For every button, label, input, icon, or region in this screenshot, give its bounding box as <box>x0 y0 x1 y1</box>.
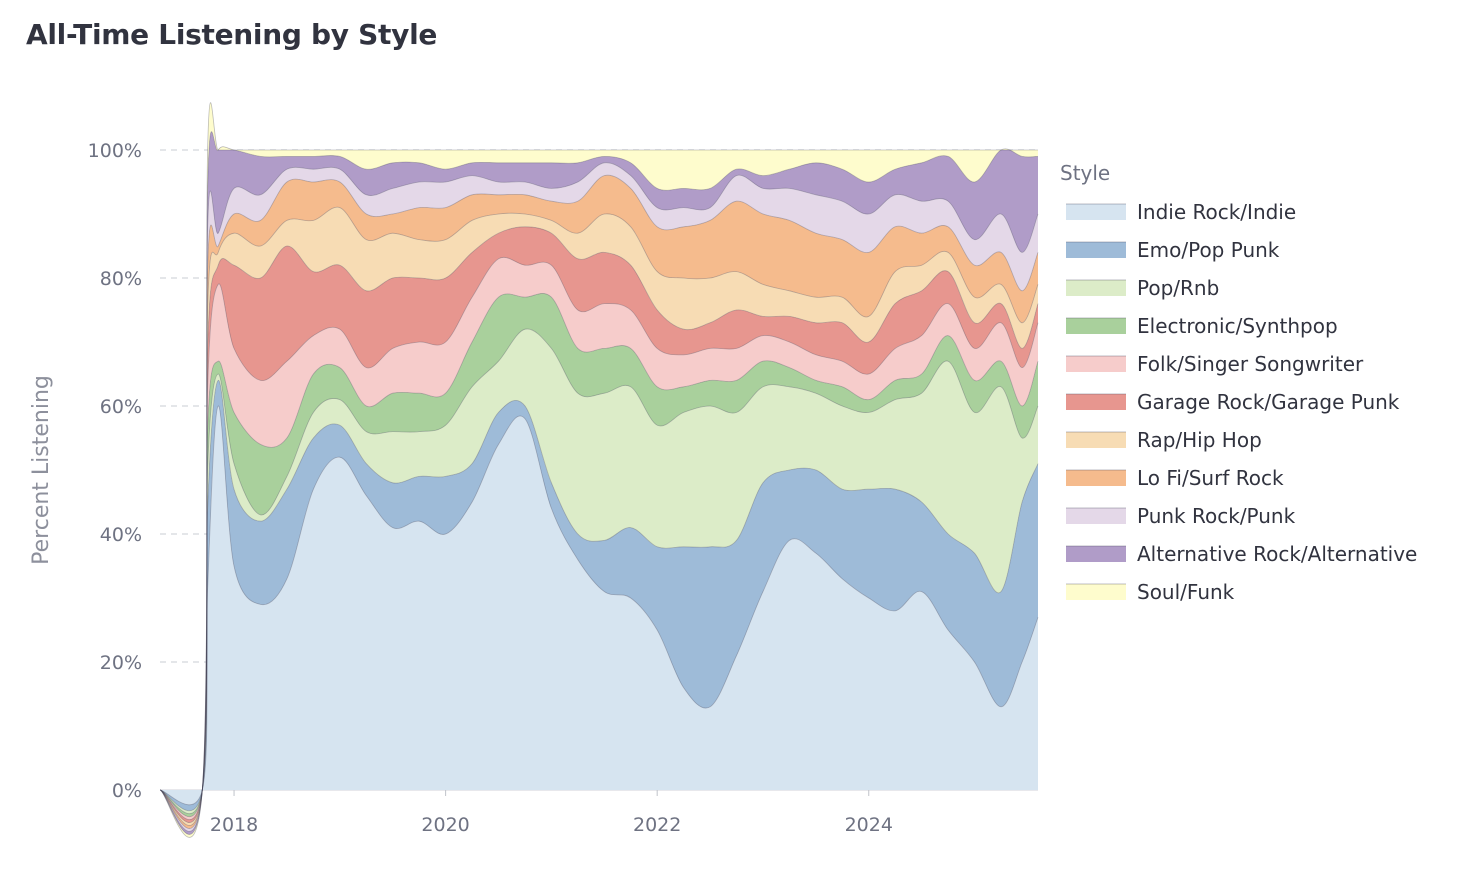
legend-title: Style <box>1060 161 1110 185</box>
legend-swatch <box>1066 318 1126 334</box>
series-line <box>159 131 1039 835</box>
x-tick-label: 2020 <box>421 814 469 836</box>
x-axis-ticks: 2018 2020 2022 2024 <box>210 790 893 836</box>
x-tick-label: 2018 <box>210 814 258 836</box>
legend-item[interactable]: Emo/Pop Punk <box>1066 238 1280 262</box>
series-line <box>159 206 1039 826</box>
legend-label: Alternative Rock/Alternative <box>1137 542 1417 566</box>
series-line <box>159 379 1039 812</box>
area-pop-rnb[interactable] <box>160 328 1038 814</box>
legend-item[interactable]: Electronic/Synthpop <box>1066 314 1338 338</box>
legend-item[interactable]: Indie Rock/Indie <box>1066 200 1296 224</box>
legend-label: Indie Rock/Indie <box>1137 200 1296 224</box>
y-tick-label: 100% <box>88 140 142 162</box>
area-folk-singer-songwriter[interactable] <box>160 257 1038 820</box>
legend-swatch <box>1066 584 1126 600</box>
legend-swatch <box>1066 280 1126 296</box>
legend-swatch <box>1066 394 1126 410</box>
area-series <box>160 102 1038 838</box>
legend-item[interactable]: Alternative Rock/Alternative <box>1066 542 1417 566</box>
series-line <box>159 293 1039 818</box>
series-line <box>159 174 1039 829</box>
y-axis-label: Percent Listening <box>29 375 54 565</box>
legend-label: Electronic/Synthpop <box>1137 314 1338 338</box>
legend-swatch <box>1066 242 1126 258</box>
legend-label: Punk Rock/Punk <box>1137 504 1296 528</box>
x-tick-label: 2024 <box>845 814 893 836</box>
area-rap-hip-hop[interactable] <box>160 207 1038 826</box>
legend-item[interactable]: Folk/Singer Songwriter <box>1066 352 1364 376</box>
area-indie-rock-indie[interactable] <box>160 405 1038 805</box>
legend-swatch <box>1066 432 1126 448</box>
y-tick-label: 20% <box>100 652 142 674</box>
y-axis-ticks: 0% 20% 40% 60% 80% 100% <box>88 140 142 802</box>
y-tick-label: 0% <box>112 780 142 802</box>
legend-label: Lo Fi/Surf Rock <box>1137 466 1284 490</box>
series-line <box>159 328 1039 814</box>
area-emo-pop-punk[interactable] <box>160 380 1038 811</box>
legend-label: Pop/Rnb <box>1137 276 1219 300</box>
legend-item[interactable]: Punk Rock/Punk <box>1066 504 1296 528</box>
legend-swatch <box>1066 470 1126 486</box>
legend-item[interactable]: Soul/Funk <box>1066 580 1235 604</box>
area-alternative-rock-alternative[interactable] <box>160 131 1038 835</box>
legend-item[interactable]: Garage Rock/Garage Punk <box>1066 390 1400 414</box>
series-line <box>159 102 1038 838</box>
legend-swatch <box>1066 204 1126 220</box>
legend-label: Folk/Singer Songwriter <box>1137 352 1364 376</box>
legend: Indie Rock/Indie Emo/Pop Punk Pop/Rnb Elect… <box>1066 200 1417 604</box>
y-tick-label: 80% <box>100 268 142 290</box>
legend-item[interactable]: Lo Fi/Surf Rock <box>1066 466 1284 490</box>
legend-swatch <box>1066 546 1126 562</box>
y-tick-label: 40% <box>100 524 142 546</box>
series-boundaries <box>159 102 1039 838</box>
chart-title: All-Time Listening by Style <box>26 18 438 51</box>
series-line <box>159 405 1039 806</box>
legend-swatch <box>1066 508 1126 524</box>
legend-label: Soul/Funk <box>1137 580 1235 604</box>
series-line <box>159 257 1039 820</box>
x-tick-label: 2022 <box>633 814 681 836</box>
legend-item[interactable]: Pop/Rnb <box>1066 276 1219 300</box>
legend-swatch <box>1066 356 1126 372</box>
area-lo-fi-surf-rock[interactable] <box>160 175 1038 829</box>
legend-label: Garage Rock/Garage Punk <box>1137 390 1400 414</box>
legend-label: Emo/Pop Punk <box>1137 238 1280 262</box>
series-line <box>159 162 1039 832</box>
area-garage-rock-garage-punk[interactable] <box>160 226 1038 823</box>
area-electronic-synthpop[interactable] <box>160 293 1038 817</box>
y-tick-label: 60% <box>100 396 142 418</box>
legend-item[interactable]: Rap/Hip Hop <box>1066 428 1262 452</box>
legend-label: Rap/Hip Hop <box>1137 428 1262 452</box>
series-line <box>159 226 1039 823</box>
